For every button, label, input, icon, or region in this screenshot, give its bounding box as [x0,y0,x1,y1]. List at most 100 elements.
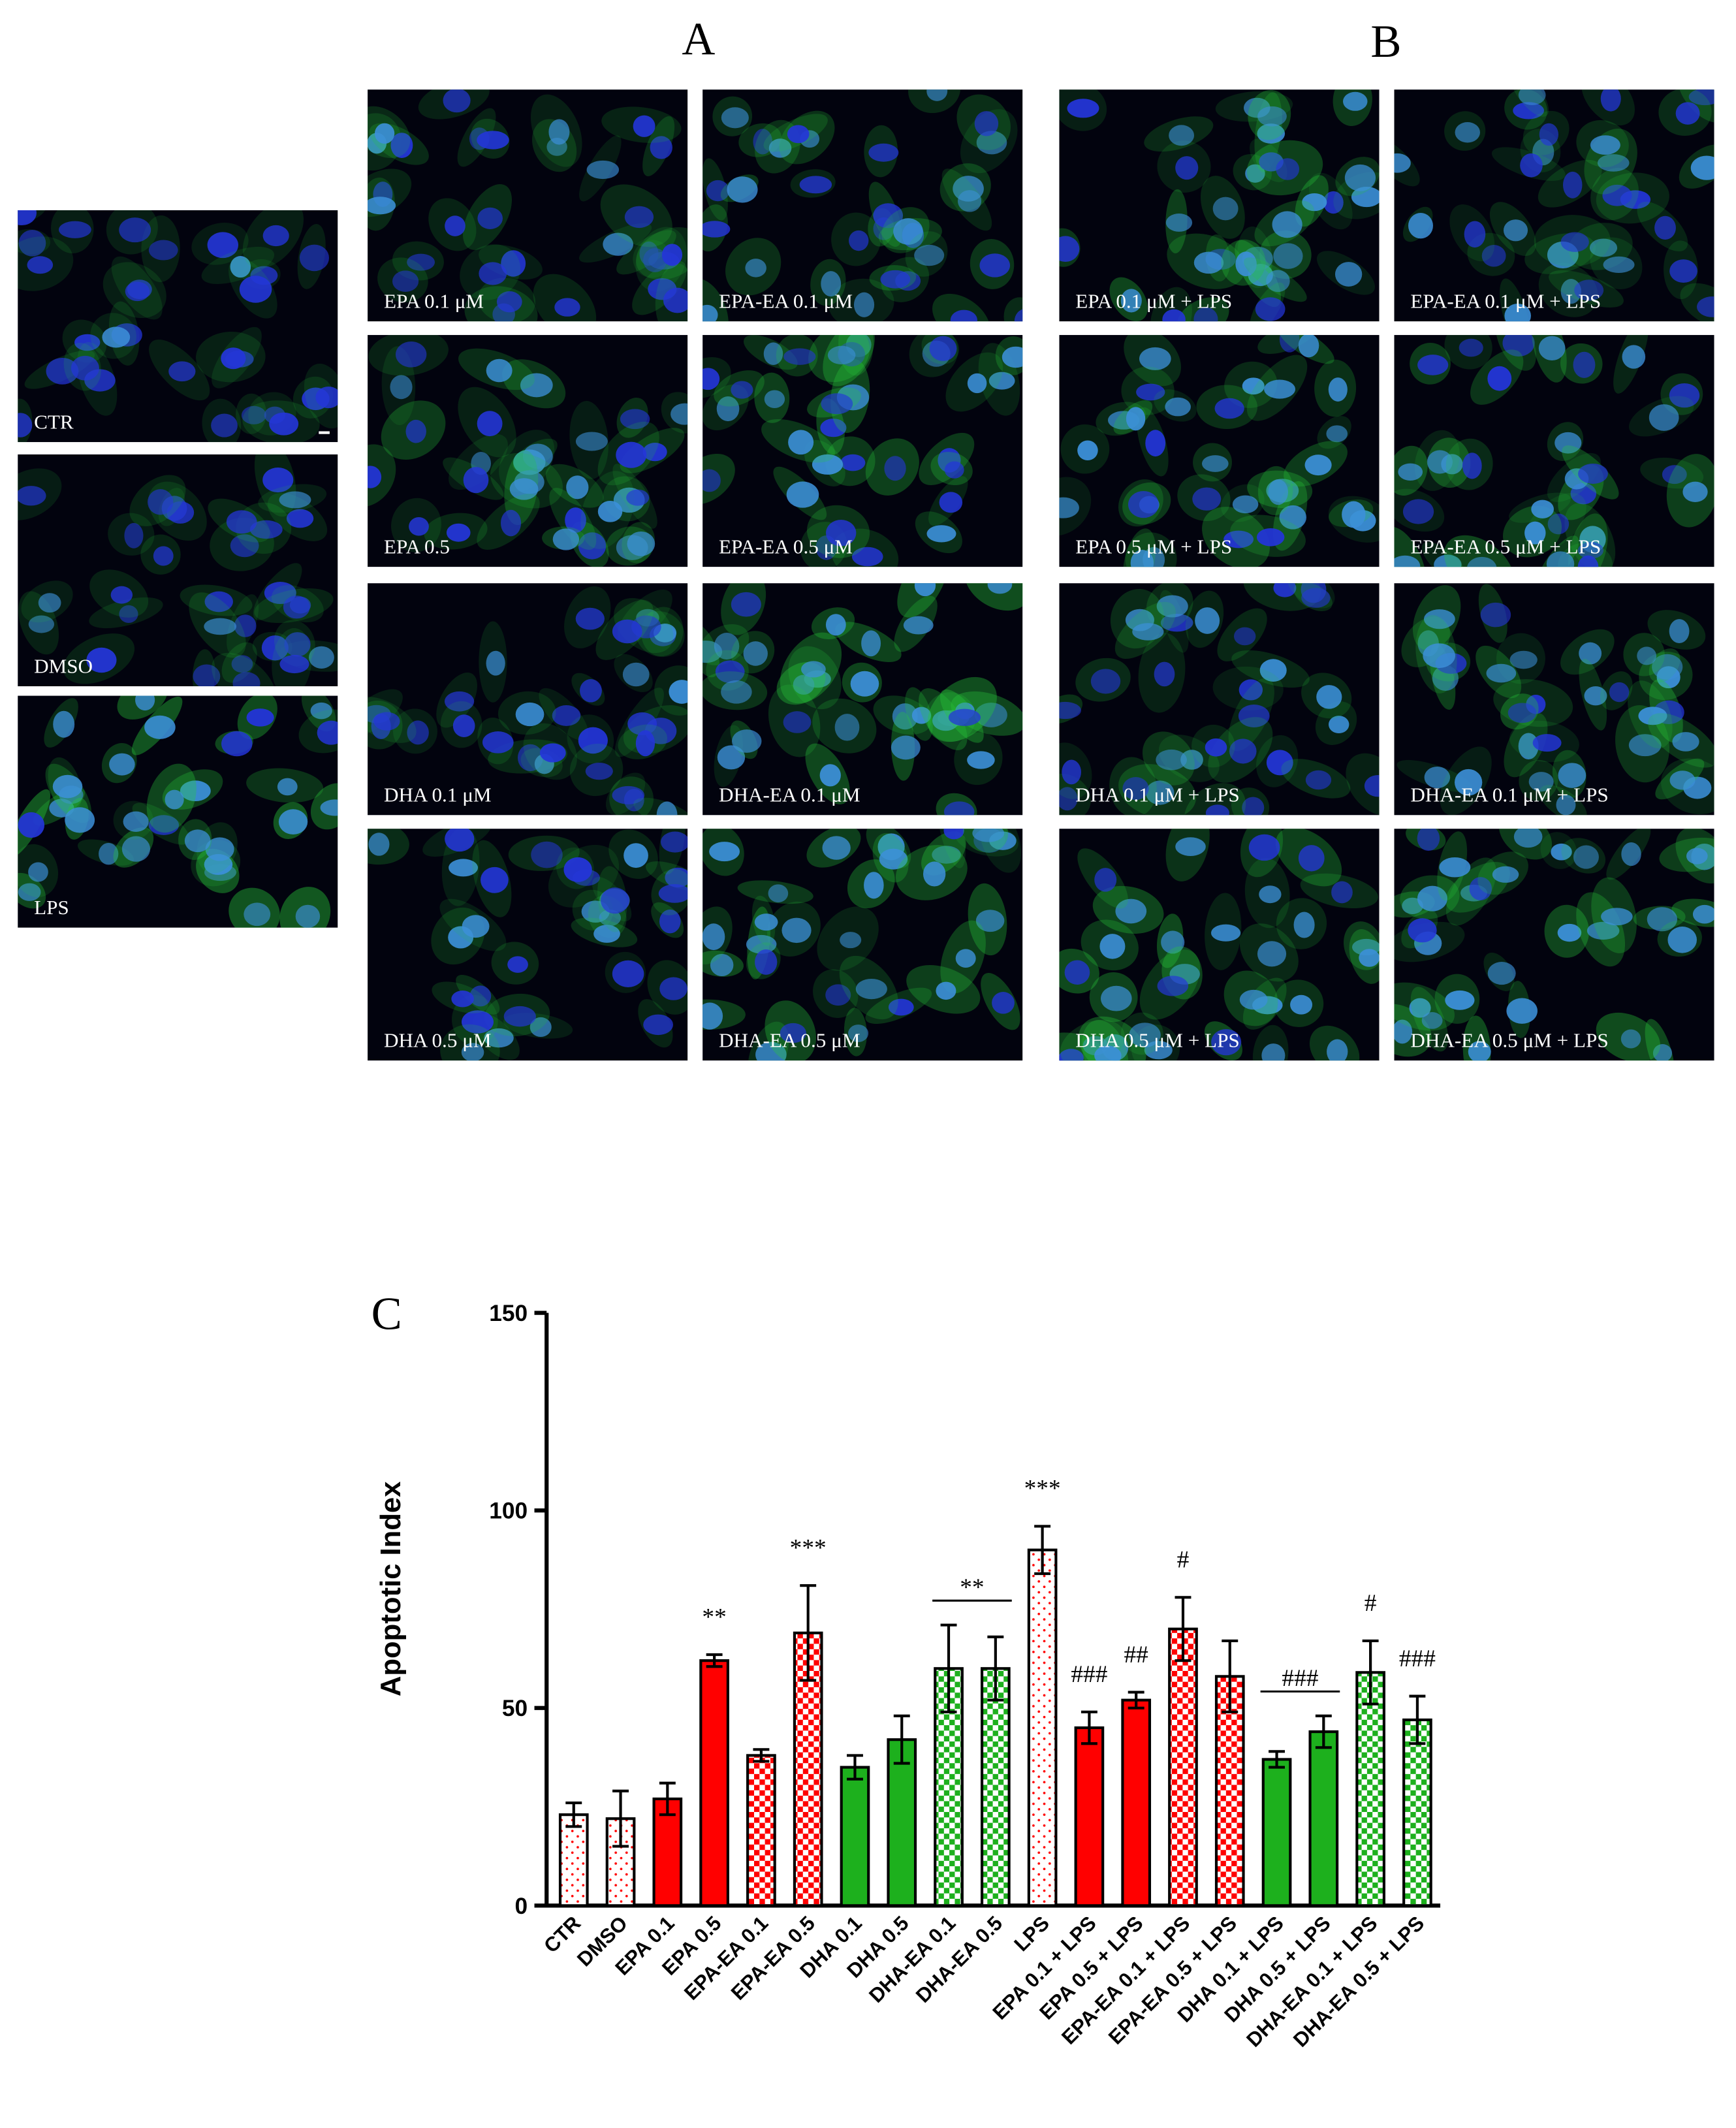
micrograph [368,335,688,567]
nucleus [443,89,471,113]
nucleus [86,647,117,673]
nucleus [28,615,55,633]
nucleus [1139,347,1171,370]
error-bar [659,1781,676,1817]
nucleus [148,815,180,835]
nucleus [601,887,629,914]
error-bar [1081,1710,1097,1745]
image-caption: EPA 0.1 μM + LPS [1075,290,1232,313]
nucleus [1502,335,1535,357]
nucleus [812,454,844,475]
nucleus [923,861,946,887]
error-bar [753,1748,770,1763]
nucleus [1090,669,1121,694]
nucleus [1130,550,1154,567]
nucleus [1504,303,1531,322]
micrograph [1394,335,1714,567]
nucleus [1669,259,1697,283]
image-caption: LPS [34,896,69,919]
nucleus [486,650,505,676]
nucleus [717,745,746,770]
nucleus [1602,184,1632,206]
nucleus [469,985,492,1007]
nucleus [1468,1041,1491,1061]
nucleus [593,925,620,943]
nucleus [1245,164,1265,183]
annotation: # [1365,1590,1377,1617]
nucleus [1667,927,1697,953]
nucleus [743,641,768,666]
micrograph [702,335,1023,567]
nucleus [1229,738,1257,764]
nucleus [643,248,667,272]
nucleus [893,218,923,245]
nucleus [825,614,846,636]
nucleus [1584,686,1607,706]
nucleus [1156,749,1187,770]
nucleus [731,381,753,399]
nucleus [768,884,789,903]
annotation: ** [960,1574,984,1601]
nucleus [1518,89,1546,106]
nucleus [1675,102,1700,125]
nucleus [884,456,906,481]
nucleus [1480,602,1511,627]
nucleus [597,501,623,522]
nucleus [1421,1011,1443,1029]
nucleus [507,956,528,973]
nucleus [627,712,657,736]
nucleus [974,111,999,136]
nucleus [1175,837,1206,856]
nucleus [204,591,233,612]
nucleus [745,259,766,278]
nucleus [1513,829,1543,848]
y-axis-label: Apoptotic Index [375,1482,407,1696]
nucleus [943,829,964,840]
error-bar [1175,1596,1192,1662]
nucleus [226,510,257,534]
nucleus [1445,990,1475,1010]
nucleus [563,857,592,882]
annotation: ### [1399,1645,1436,1672]
nucleus [715,660,745,684]
micrograph [368,583,688,816]
nucleus [976,131,1007,155]
nucleus [603,232,633,256]
nucleus [1101,985,1132,1011]
nucleus [1518,733,1539,760]
nucleus [1342,501,1366,528]
nucleus [1059,236,1080,262]
nucleus [135,695,155,711]
bar [1074,1726,1105,1907]
micrograph [18,210,338,443]
error-bar [1315,1714,1332,1749]
image-caption: DHA 0.5 μM + LPS [1075,1029,1239,1052]
nucleus [279,491,311,509]
nucleus [368,833,390,856]
nucleus [317,720,338,745]
nucleus [193,664,221,687]
nucleus [1520,153,1543,178]
nucleus [27,256,54,274]
nucleus [1180,750,1203,770]
nucleus [1145,780,1175,805]
nucleus [879,848,908,870]
nucleus [1223,530,1254,548]
nucleus [1686,848,1708,865]
nucleus [1334,262,1363,287]
nucleus [926,89,948,101]
nucleus [71,355,99,381]
nucleus [1394,555,1421,567]
nucleus [1434,554,1462,567]
nucleus [1136,383,1165,401]
nucleus [578,532,607,560]
image-caption: EPA 0.5 μM + LPS [1075,535,1232,558]
nucleus [975,703,1007,727]
nucleus [1487,962,1516,985]
image-caption: DHA-EA 0.1 μM [719,784,860,806]
nucleus [1507,703,1537,723]
nucleus [1590,135,1620,155]
nucleus [755,1041,787,1061]
nucleus [1638,707,1667,725]
nucleus [936,981,956,1000]
